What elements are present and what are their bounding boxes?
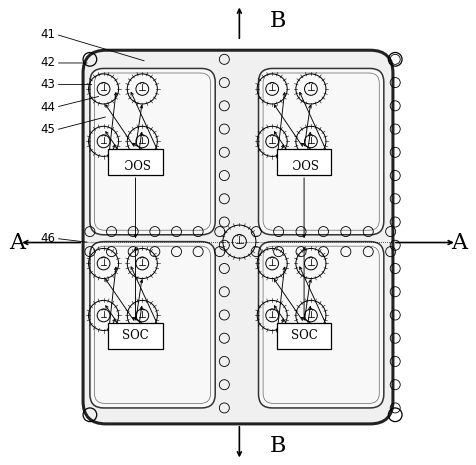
Text: B: B xyxy=(270,10,286,32)
Text: 43: 43 xyxy=(41,78,56,91)
Text: SOC: SOC xyxy=(122,329,149,342)
Bar xyxy=(277,149,331,175)
Text: A: A xyxy=(9,232,25,253)
Text: 44: 44 xyxy=(41,101,56,113)
Text: SOC: SOC xyxy=(291,155,317,168)
Bar xyxy=(108,323,163,349)
Text: SOC: SOC xyxy=(122,155,149,168)
Text: A: A xyxy=(451,232,467,253)
Text: 42: 42 xyxy=(41,56,56,69)
Text: B: B xyxy=(270,435,286,457)
FancyBboxPatch shape xyxy=(90,68,215,235)
FancyBboxPatch shape xyxy=(258,242,384,408)
FancyBboxPatch shape xyxy=(90,242,215,408)
Text: 41: 41 xyxy=(41,28,56,41)
Text: SOC: SOC xyxy=(291,329,317,342)
Text: 45: 45 xyxy=(41,124,56,136)
Bar xyxy=(108,149,163,175)
Text: 46: 46 xyxy=(41,232,56,245)
FancyBboxPatch shape xyxy=(258,68,384,235)
Bar xyxy=(277,323,331,349)
FancyBboxPatch shape xyxy=(83,50,393,424)
